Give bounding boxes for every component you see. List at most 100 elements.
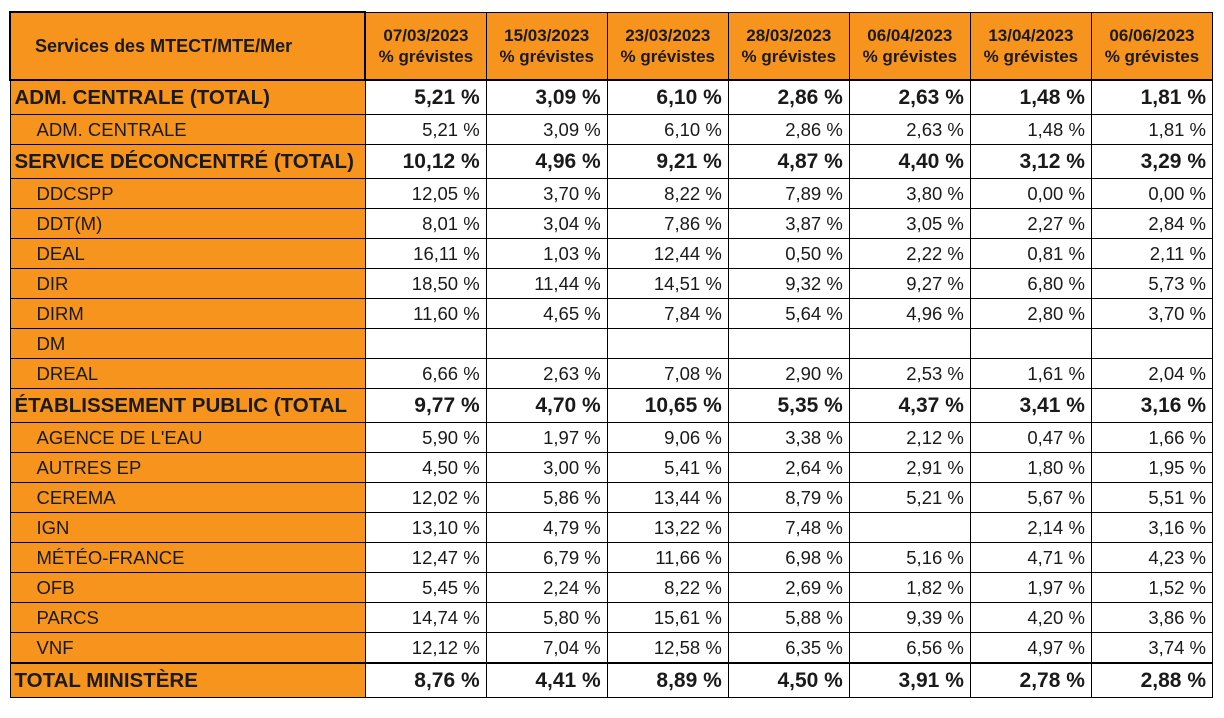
rate-cell: 5,88 % <box>727 602 850 633</box>
rate-cell: 1,61 % <box>969 358 1092 389</box>
rate-cell: 2,14 % <box>969 512 1092 543</box>
rate-cell: 4,37 % <box>848 388 971 423</box>
rate-cell: 5,21 % <box>364 114 487 145</box>
rate-cell: 1,48 % <box>969 79 1092 115</box>
rate-cell: 2,86 % <box>727 79 850 115</box>
rate-cell: 8,22 % <box>606 572 729 603</box>
service-label: DIR <box>9 268 366 299</box>
service-label: OFB <box>9 572 366 603</box>
rate-cell: 10,12 % <box>364 144 487 179</box>
rate-cell: 2,12 % <box>848 422 971 453</box>
rate-cell: 6,35 % <box>727 632 850 664</box>
date-column-header: 13/04/2023% grévistes <box>969 11 1092 81</box>
rate-cell: 1,66 % <box>1090 422 1214 453</box>
rate-cell: 5,35 % <box>727 388 850 423</box>
rate-cell: 8,89 % <box>606 662 729 698</box>
rate-cell: 3,70 % <box>1090 298 1214 329</box>
rate-cell: 5,67 % <box>969 482 1092 513</box>
rate-cell: 3,70 % <box>485 178 608 209</box>
rate-cell: 2,63 % <box>848 114 971 145</box>
column-subtitle: % grévistes <box>1104 46 1200 66</box>
table-row: CEREMA 12,02 % 5,86 % 13,44 % 8,79 % 5,21 % 5,… <box>9 482 1214 513</box>
rate-cell <box>848 512 971 543</box>
service-label: DIRM <box>9 298 366 329</box>
rate-cell: 7,86 % <box>606 208 729 239</box>
total-row: ÉTABLISSEMENT PUBLIC (TOTAL 9,77 % 4,70 % 1… <box>9 388 1214 423</box>
table-row: DIR 18,50 % 11,44 % 14,51 % 9,32 % 9,27 % 6,80… <box>9 268 1214 299</box>
strike-rate-table-container: Services des MTECT/MTE/Mer 07/03/2023% g… <box>8 11 1214 698</box>
rate-cell: 3,38 % <box>727 422 850 453</box>
rate-cell: 1,80 % <box>969 452 1092 483</box>
rate-cell: 5,90 % <box>364 422 487 453</box>
rate-cell <box>606 328 729 359</box>
rate-cell: 2,80 % <box>969 298 1092 329</box>
rate-cell: 12,58 % <box>606 632 729 664</box>
rate-cell: 3,29 % <box>1090 144 1214 179</box>
rate-cell: 2,64 % <box>727 452 850 483</box>
table-row: DIRM 11,60 % 4,65 % 7,84 % 5,64 % 4,96 % 2,80 … <box>9 298 1214 329</box>
table-row: ADM. CENTRALE 5,21 % 3,09 % 6,10 % 2,86 % 2,6… <box>9 114 1214 145</box>
date-column-header: 06/06/2023% grévistes <box>1090 11 1214 81</box>
rate-cell: 6,80 % <box>969 268 1092 299</box>
rate-cell: 6,98 % <box>727 542 850 573</box>
rate-cell: 7,84 % <box>606 298 729 329</box>
rate-cell: 4,87 % <box>727 144 850 179</box>
rate-cell: 9,21 % <box>606 144 729 179</box>
rate-cell: 9,39 % <box>848 602 971 633</box>
rate-cell: 3,16 % <box>1090 388 1214 423</box>
rate-cell: 8,01 % <box>364 208 487 239</box>
rate-cell: 4,20 % <box>969 602 1092 633</box>
rate-cell: 2,91 % <box>848 452 971 483</box>
rate-cell: 6,66 % <box>364 358 487 389</box>
service-label: SERVICE DÉCONCENTRÉ (TOTAL) <box>9 144 366 179</box>
rate-cell: 5,41 % <box>606 452 729 483</box>
rate-cell: 14,51 % <box>606 268 729 299</box>
rate-cell: 1,52 % <box>1090 572 1214 603</box>
table-row: IGN 13,10 % 4,79 % 13,22 % 7,48 % 2,14 % 3,16 … <box>9 512 1214 543</box>
service-label: AUTRES EP <box>9 452 366 483</box>
rate-cell <box>727 328 850 359</box>
rate-cell: 13,44 % <box>606 482 729 513</box>
rate-cell: 4,96 % <box>848 298 971 329</box>
rate-cell: 5,73 % <box>1090 268 1214 299</box>
rate-cell: 4,50 % <box>727 662 850 698</box>
rate-cell: 13,10 % <box>364 512 487 543</box>
column-subtitle: % grévistes <box>620 46 716 66</box>
table-row: DDT(M) 8,01 % 3,04 % 7,86 % 3,87 % 3,05 % 2,27… <box>9 208 1214 239</box>
service-label: CEREMA <box>9 482 366 513</box>
service-label: MÉTÉO-FRANCE <box>9 542 366 573</box>
rate-cell: 2,78 % <box>969 662 1092 698</box>
rate-cell: 8,22 % <box>606 178 729 209</box>
table-row: AUTRES EP 4,50 % 3,00 % 5,41 % 2,64 % 2,91 % 1… <box>9 452 1214 483</box>
rate-cell: 6,79 % <box>485 542 608 573</box>
service-label: DDCSPP <box>9 178 366 209</box>
table-row: VNF 12,12 % 7,04 % 12,58 % 6,35 % 6,56 % 4,97 … <box>9 632 1214 664</box>
rate-cell: 5,45 % <box>364 572 487 603</box>
column-subtitle: % grévistes <box>741 46 837 66</box>
table-row: DDCSPP 12,05 % 3,70 % 8,22 % 7,89 % 3,80 % 0,0… <box>9 178 1214 209</box>
rate-cell: 7,08 % <box>606 358 729 389</box>
rate-cell: 4,70 % <box>485 388 608 423</box>
rate-cell: 2,90 % <box>727 358 850 389</box>
rate-cell: 1,81 % <box>1090 114 1214 145</box>
rate-cell: 1,97 % <box>485 422 608 453</box>
rate-cell: 7,48 % <box>727 512 850 543</box>
rate-cell: 3,00 % <box>485 452 608 483</box>
service-label: DEAL <box>9 238 366 269</box>
table-row: DEAL 16,11 % 1,03 % 12,44 % 0,50 % 2,22 % 0,81… <box>9 238 1214 269</box>
rate-cell: 4,41 % <box>485 662 608 698</box>
column-date: 07/03/2023 <box>383 25 469 45</box>
rate-cell <box>969 328 1092 359</box>
rate-cell <box>1090 328 1214 359</box>
service-label: AGENCE DE L'EAU <box>9 422 366 453</box>
rate-cell: 9,27 % <box>848 268 971 299</box>
rate-cell: 3,04 % <box>485 208 608 239</box>
rate-cell: 2,69 % <box>727 572 850 603</box>
rate-cell: 2,27 % <box>969 208 1092 239</box>
service-label: DREAL <box>9 358 366 389</box>
rate-cell: 11,44 % <box>485 268 608 299</box>
rate-cell: 3,87 % <box>727 208 850 239</box>
column-subtitle: % grévistes <box>983 46 1079 66</box>
rate-cell: 4,40 % <box>848 144 971 179</box>
rate-cell: 1,03 % <box>485 238 608 269</box>
